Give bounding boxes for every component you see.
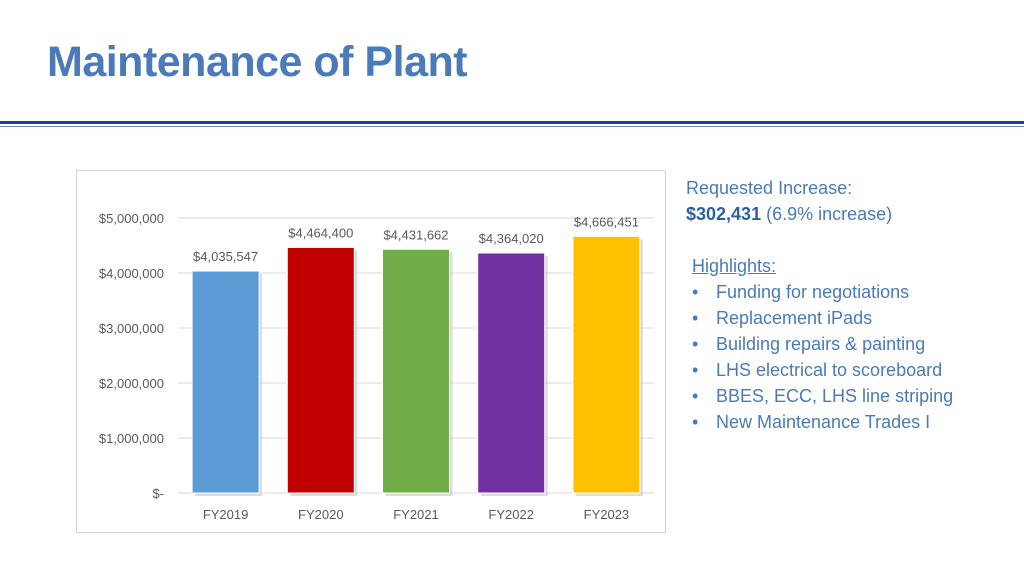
requested-increase-label: Requested Increase: bbox=[686, 178, 853, 198]
bar-chart: $- $1,000,000 $2,000,000 $3,000,000 $4,000,0… bbox=[99, 211, 654, 522]
data-label: $4,364,020 bbox=[479, 231, 544, 246]
x-tick-label: FY2020 bbox=[298, 507, 344, 522]
highlight-text: Funding for negotiations bbox=[716, 282, 910, 302]
chart-frame: $- $1,000,000 $2,000,000 $3,000,000 $4,000,0… bbox=[76, 170, 666, 533]
bar bbox=[286, 246, 355, 494]
x-tick-label: FY2021 bbox=[393, 507, 439, 522]
bullet-icon: • bbox=[692, 282, 699, 302]
title-divider bbox=[0, 121, 1024, 124]
data-label: $4,035,547 bbox=[193, 249, 258, 264]
bullet-icon: • bbox=[692, 308, 699, 328]
bar bbox=[477, 252, 546, 494]
highlight-text: Replacement iPads bbox=[716, 308, 873, 328]
highlight-item: • Replacement iPads bbox=[692, 305, 1006, 331]
y-tick-label: $4,000,000 bbox=[99, 266, 164, 281]
data-label: $4,666,451 bbox=[574, 214, 639, 229]
y-tick-label: $1,000,000 bbox=[99, 431, 164, 446]
requested-increase-amount: $302,431 bbox=[686, 204, 762, 224]
y-tick-label: $5,000,000 bbox=[99, 211, 164, 226]
highlights-list: • Funding for negotiations • Replacement i… bbox=[686, 279, 1006, 435]
x-tick-label: FY2019 bbox=[203, 507, 249, 522]
slide-title: Maintenance of Plant bbox=[47, 38, 468, 86]
highlight-item: • Building repairs & painting bbox=[692, 331, 1006, 357]
y-tick-label: $2,000,000 bbox=[99, 376, 164, 391]
highlight-item: • New Maintenance Trades I bbox=[692, 409, 1006, 435]
y-tick-label: $3,000,000 bbox=[99, 321, 164, 336]
requested-increase-percent: (6.9% increase) bbox=[761, 204, 893, 224]
side-panel: Requested Increase: $302,431 (6.9% incre… bbox=[686, 175, 1006, 435]
data-label: $4,431,662 bbox=[383, 227, 448, 242]
highlights-heading: Highlights: bbox=[692, 256, 777, 276]
highlight-item: • LHS electrical to scoreboard bbox=[692, 357, 1006, 383]
bullet-icon: • bbox=[692, 386, 699, 406]
highlight-item: • BBES, ECC, LHS line striping bbox=[692, 383, 1006, 409]
requested-increase-line: $302,431 (6.9% increase) bbox=[686, 201, 1006, 227]
highlight-text: LHS electrical to scoreboard bbox=[716, 360, 943, 380]
data-label: $4,464,400 bbox=[288, 225, 353, 240]
bar bbox=[382, 248, 450, 494]
bullet-icon: • bbox=[692, 412, 699, 432]
bullet-icon: • bbox=[692, 334, 699, 354]
highlight-text: New Maintenance Trades I bbox=[716, 412, 931, 432]
highlight-text: Building repairs & painting bbox=[716, 334, 926, 354]
bar bbox=[191, 270, 260, 494]
bar bbox=[572, 235, 641, 494]
y-tick-label: $- bbox=[152, 486, 164, 501]
bullet-icon: • bbox=[692, 360, 699, 380]
highlight-item: • Funding for negotiations bbox=[692, 279, 1006, 305]
highlight-text: BBES, ECC, LHS line striping bbox=[716, 386, 954, 406]
title-divider-thin bbox=[0, 126, 1024, 127]
x-tick-label: FY2022 bbox=[488, 507, 534, 522]
x-tick-label: FY2023 bbox=[584, 507, 630, 522]
